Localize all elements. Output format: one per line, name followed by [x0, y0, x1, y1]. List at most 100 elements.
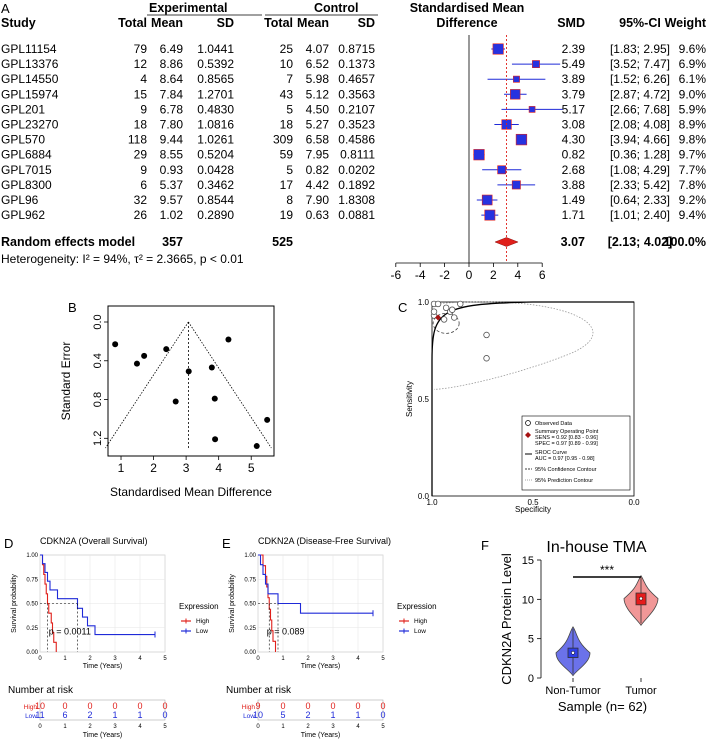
risk-row-label: High [242, 704, 256, 711]
row-sd-c: 0.2107 [338, 102, 375, 116]
funnel-x-tick-label: 4 [215, 461, 222, 475]
risk-x-tick-label: 5 [163, 724, 167, 730]
km-curve-high [258, 554, 277, 652]
risk-value: 6 [62, 710, 67, 720]
study-estimate-box [515, 133, 528, 146]
risk-x-tick-label: 5 [381, 724, 385, 730]
row-smd: 3.89 [562, 72, 586, 86]
row-smd: 1.49 [562, 193, 586, 207]
violin-y-label: CDKN2A Protein Level [499, 553, 514, 685]
legend-observed-label: Observed Data [535, 421, 573, 427]
heterogeneity-text: Heterogeneity: I² = 94%, τ² = 2.3665, p … [1, 252, 244, 266]
row-weight: 6.1% [679, 72, 707, 86]
legend-spec-label: SPEC = 0.97 [0.89 - 0.99] [535, 441, 598, 447]
km-x-tick-label: 4 [138, 656, 142, 662]
row-mean-e: 7.80 [160, 118, 184, 132]
col-ci: 95%-CI [619, 16, 661, 30]
row-weight: 9.4% [679, 208, 707, 222]
row-total-c: 59 [280, 148, 294, 162]
km-legend-label: Low [196, 628, 208, 635]
risk-value: 0 [305, 701, 310, 711]
row-sd-c: 0.0881 [338, 208, 375, 222]
km-x-tick-label: 3 [331, 656, 335, 662]
confidence-contour [432, 312, 460, 334]
sroc-plot: C 1.0 0.5 0.0 0.0 0.5 1.0 Specificity Sensitivi… [398, 298, 640, 514]
forest-tick-label: -4 [415, 268, 426, 282]
violin-y-tick-label: 5 [528, 634, 534, 646]
row-sd-c: 0.1892 [338, 178, 375, 192]
panel-label-c: C [398, 300, 407, 315]
row-study: GPL13376 [1, 57, 59, 71]
row-total-e: 9 [140, 102, 147, 116]
row-mean-e: 8.64 [160, 72, 184, 86]
pooled-diamond [494, 237, 519, 247]
km-y-tick-label: 0.75 [26, 577, 38, 583]
funnel-point [141, 352, 148, 359]
panel-label-b: B [68, 300, 77, 315]
km-legend-label: Low [414, 628, 426, 635]
funnel-x-tick-label: 2 [150, 461, 157, 475]
funnel-point [185, 368, 192, 375]
risk-x-label: Time (Years) [83, 732, 123, 739]
funnel-x-tick-label: 3 [183, 461, 190, 475]
col-total-c: Total [264, 16, 293, 30]
row-smd: 4.30 [562, 133, 586, 147]
risk-x-tick-label: 3 [113, 724, 117, 730]
row-sd-e: 1.0816 [197, 118, 234, 132]
km-legend-label: High [196, 618, 210, 625]
sroc-observed-point [440, 316, 448, 323]
row-ci: [0.64; 2.33] [610, 193, 670, 207]
row-total-c: 309 [273, 133, 293, 147]
col-study: Study [1, 16, 36, 30]
km-y-tick-label: 0.25 [244, 626, 256, 632]
risk-table-title: Number at risk [8, 685, 74, 696]
study-estimate-box [497, 165, 507, 175]
violin-x-tick-label: Non-Tumor [545, 685, 601, 697]
legend-observed-symbol [525, 420, 531, 426]
risk-row-label: High [24, 704, 38, 711]
row-sd-c: 0.0202 [338, 163, 375, 177]
row-weight: 7.8% [679, 178, 707, 192]
row-total-c: 5 [286, 102, 293, 116]
violin-plot: F In-house TMA 0 5 10 15 Non-Tumor Tumor *** Sam… [481, 538, 659, 714]
sroc-observed-point [449, 306, 456, 313]
km-y-tick-label: 0.75 [244, 577, 256, 583]
row-ci: [2.66; 7.68] [610, 102, 670, 116]
funnel-x-tick-label: 5 [248, 461, 255, 475]
row-mean-c: 7.95 [306, 148, 330, 162]
km-y-tick-label: 0.00 [244, 650, 256, 656]
row-weight: 9.0% [679, 87, 707, 101]
row-smd: 3.88 [562, 178, 586, 192]
forest-plot: A Experimental Control Standardised Mean… [1, 1, 707, 282]
funnel-point [208, 364, 215, 371]
study-estimate-box [528, 106, 536, 113]
legend-sens-label: SENS = 0.92 [0.83 - 0.96] [535, 435, 598, 441]
row-total-e: 32 [134, 193, 148, 207]
col-mean-c: Mean [297, 16, 329, 30]
row-total-c: 8 [286, 193, 293, 207]
row-sd-e: 1.0441 [197, 42, 234, 56]
experimental-header: Experimental [149, 1, 228, 15]
sroc-x-tick-label: 0.5 [527, 498, 539, 507]
km-legend-title: Expression [397, 602, 437, 611]
row-weight: 9.2% [679, 193, 707, 207]
row-total-e: 15 [134, 87, 148, 101]
km-y-label: Survival probability [229, 574, 236, 633]
summary-label: Random effects model [1, 235, 135, 249]
row-mean-c: 5.27 [306, 118, 330, 132]
summary-weight: 100.0% [664, 235, 706, 249]
risk-value: 0 [280, 701, 285, 711]
risk-value: 0 [137, 701, 142, 711]
panel-label-f: F [481, 538, 489, 553]
row-mean-c: 0.82 [306, 163, 330, 177]
risk-table-title: Number at risk [226, 685, 292, 696]
funnel-point [172, 398, 179, 405]
risk-x-tick-label: 1 [63, 724, 67, 730]
study-estimate-box [481, 194, 493, 206]
row-ci: [2.87; 4.72] [610, 87, 670, 101]
row-study: GPL6884 [1, 148, 52, 162]
row-study: GPL96 [1, 193, 39, 207]
row-study: GPL570 [1, 133, 45, 147]
forest-tick-label: -2 [439, 268, 450, 282]
